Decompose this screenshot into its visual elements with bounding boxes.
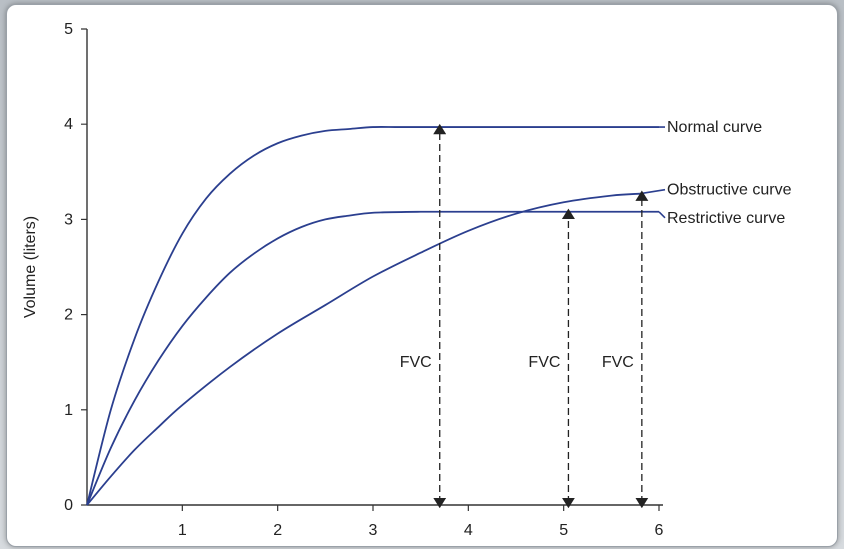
x-tick-label: 1 — [178, 522, 187, 539]
y-axis-label: Volume (liters) — [22, 216, 39, 318]
obstructive-curve-line — [86, 192, 640, 506]
x-tick-label: 5 — [559, 522, 568, 539]
x-tick-label: 4 — [464, 522, 473, 539]
obstructive-curve-label: Obstructive curve — [667, 182, 792, 199]
restrictive-curve-label: Restrictive curve — [667, 210, 785, 227]
y-tick-label: 2 — [64, 307, 73, 324]
y-tick-label: 0 — [64, 497, 73, 514]
fvc-label: FVC — [602, 354, 634, 371]
restrictive-curve-line — [86, 210, 659, 506]
normal-curve-line — [86, 126, 659, 506]
obstructive-curve-leader — [639, 188, 666, 195]
y-tick-label: 5 — [64, 21, 73, 38]
x-tick-label: 6 — [655, 522, 664, 539]
normal-curve-label: Normal curve — [667, 119, 762, 136]
x-tick-label: 2 — [273, 522, 282, 539]
chart-panel: 0 1 2 3 4 5 1 2 3 4 5 6 Volume (liters) Normal curve O… — [6, 4, 838, 547]
x-tick-label: 3 — [369, 522, 378, 539]
restrictive-curve-leader — [658, 211, 666, 219]
y-tick-label: 4 — [64, 116, 73, 133]
y-tick-label: 3 — [64, 211, 73, 228]
fvc-label: FVC — [528, 354, 560, 371]
spirometry-chart: 0 1 2 3 4 5 1 2 3 4 5 6 Volume (liters) Normal curve O… — [22, 21, 792, 539]
fvc-label: FVC — [400, 354, 432, 371]
y-tick-label: 1 — [64, 402, 73, 419]
